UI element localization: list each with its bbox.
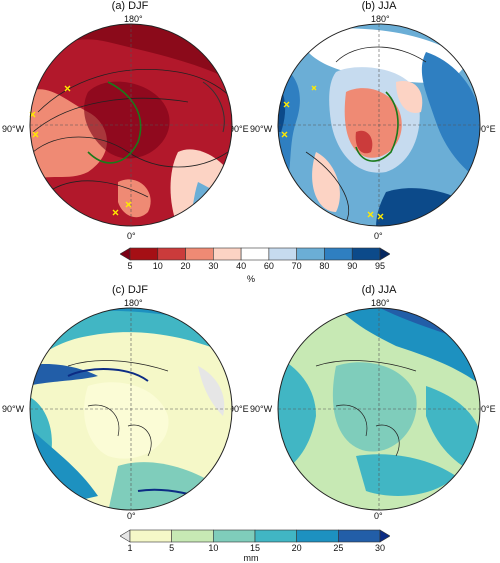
colorbar-top-swatch [213,247,242,261]
colorbar-bottom-tick-label: 10 [208,543,219,553]
colorbar-top [120,247,390,261]
colorbar-top-tick-label: 40 [236,261,247,271]
panel-c-lon-right: 90°E [229,404,249,414]
colorbar-top-tick-label: 70 [291,261,302,271]
colorbar-top-swatch [120,247,131,261]
colorbar-bottom [120,529,390,543]
panel-a-map [29,23,233,227]
colorbar-top-swatch [379,247,390,261]
colorbar-bottom-tick-label: 20 [291,543,302,553]
colorbar-bottom-tick-label: 15 [249,543,260,553]
panel-a-lon-bottom: 0° [127,231,136,241]
colorbar-bottom-tick-label: 1 [127,543,133,553]
panel-d-title: (d) JJA [361,284,397,296]
panel-d-lon-bottom: 0° [374,511,383,521]
panel-a-title: (a) DJF [111,0,149,12]
colorbar-top-tick-label: 80 [319,261,330,271]
colorbar-top-tick-label: 10 [152,261,163,271]
colorbar-top-swatch [351,247,381,261]
colorbar-bottom-tick-label: 30 [374,543,385,553]
panel-c-lon-left: 90°W [2,404,25,414]
panel-d-lon-right: 90°E [476,404,496,414]
colorbar-bottom-unit: mm [243,553,259,563]
colorbar-bottom-swatch [296,529,339,543]
panel-b-map [277,23,481,227]
colorbar-top-tick-label: 95 [374,261,385,271]
colorbar-bottom-swatch [120,529,131,543]
colorbar-bottom-swatch [213,529,256,543]
colorbar-top-swatch [129,247,159,261]
colorbar-top-swatch [185,247,214,261]
colorbar-bottom-tick-label: 25 [333,543,344,553]
panel-b-lon-bottom: 0° [374,231,383,241]
colorbar-top-swatch [268,247,297,261]
colorbar-top-swatch [240,247,270,261]
colorbar-bottom-swatch [171,529,214,543]
colorbar-top-tick-label: 5 [127,261,133,271]
colorbar-top-swatch [157,247,186,261]
panel-a-lon-top: 180° [124,14,143,24]
panel-c-lon-top: 180° [124,298,143,308]
panel-d-lon-top: 180° [371,298,390,308]
colorbar-top-tick-label: 90 [347,261,358,271]
panel-b-lon-left: 90°W [250,124,273,134]
panel-c-title: (c) DJF [111,284,149,296]
colorbar-top-swatch [324,247,353,261]
panel-a-lon-left: 90°W [2,124,25,134]
colorbar-bottom-swatch [379,529,390,543]
panel-b-lon-top: 180° [371,14,390,24]
panel-b-title: (b) JJA [361,0,397,12]
panel-c-lon-bottom: 0° [127,511,136,521]
colorbar-top-swatch [296,247,325,261]
panel-c-map [29,307,233,511]
colorbar-bottom-tick-label: 5 [169,543,175,553]
panel-b-lon-right: 90°E [476,124,496,134]
colorbar-bottom-swatch [254,529,297,543]
colorbar-bottom-swatch [129,529,172,543]
colorbar-top-tick-label: 20 [180,261,191,271]
colorbar-top-unit: % [246,274,255,284]
panel-d-map [277,307,481,511]
colorbar-top-tick-label: 30 [208,261,219,271]
colorbar-top-tick-label: 60 [263,261,274,271]
colorbar-bottom-swatch [338,529,381,543]
panel-d-lon-left: 90°W [250,404,273,414]
panel-a-lon-right: 90°E [229,124,249,134]
